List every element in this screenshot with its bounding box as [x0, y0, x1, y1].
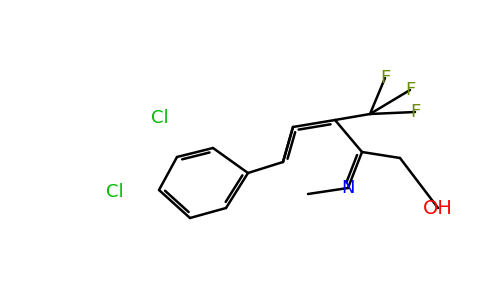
Text: Cl: Cl — [106, 183, 124, 201]
Text: F: F — [380, 69, 390, 87]
Text: OH: OH — [423, 199, 453, 218]
Text: N: N — [341, 179, 355, 197]
Text: F: F — [405, 81, 415, 99]
Text: Cl: Cl — [151, 109, 169, 127]
Text: F: F — [410, 103, 420, 121]
